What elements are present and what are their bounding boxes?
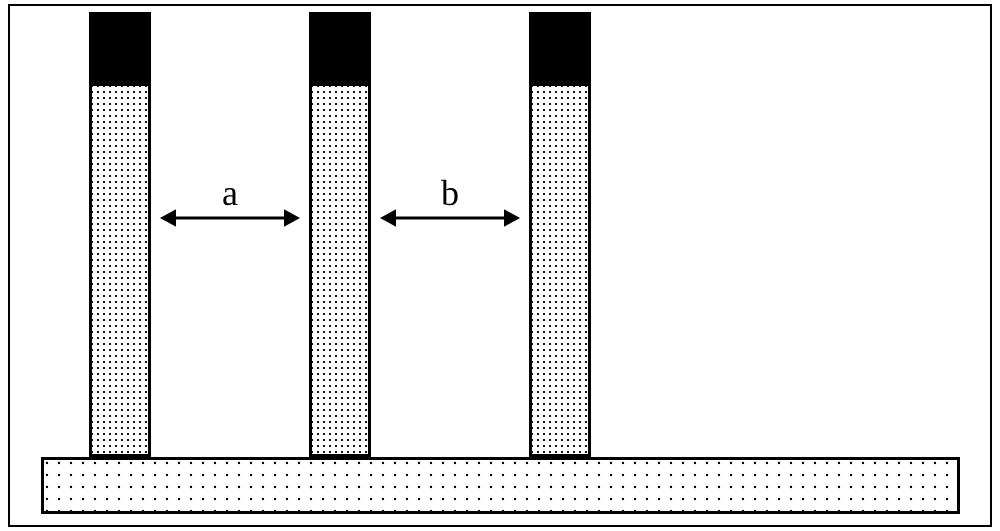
dimension-arrow [0, 0, 1000, 531]
dimension-label: b [430, 172, 470, 214]
diagram-canvas: ab [0, 0, 1000, 531]
